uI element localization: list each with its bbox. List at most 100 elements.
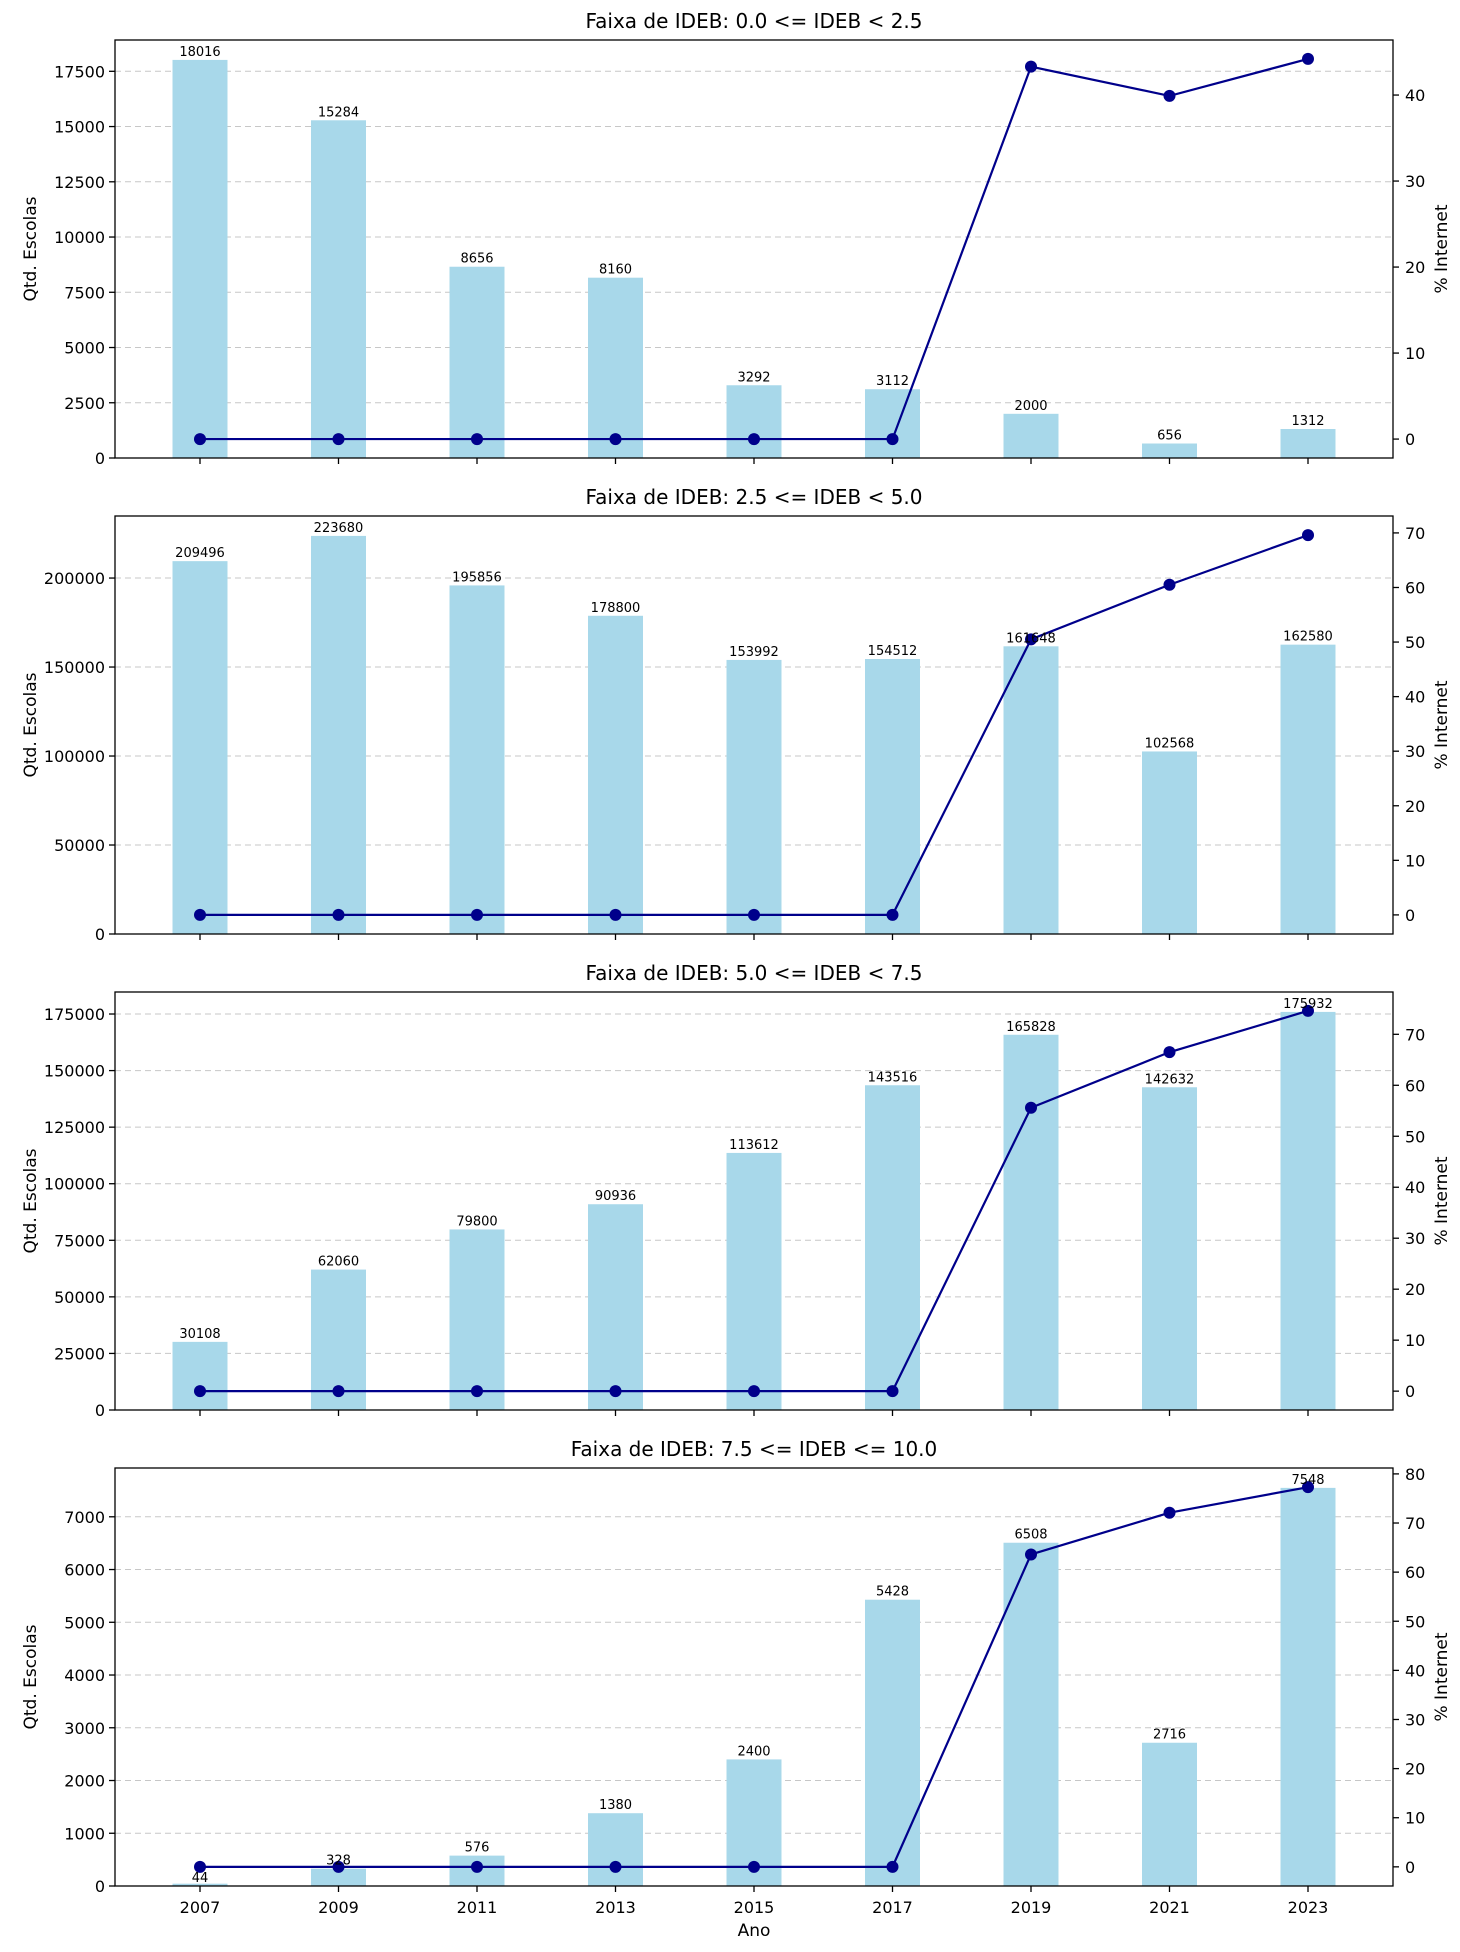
y-tick-label: 7500 [64,283,105,302]
panel-title: Faixa de IDEB: 0.0 <= IDEB < 2.5 [585,9,922,33]
bar-2009 [311,120,366,459]
bar-2017 [865,659,920,934]
internet-point-2013 [609,433,622,446]
chart-panel-4: 0 1000 2000 3000 4000 5000 6000 7000 0 10 20 30 40 50… [21,1437,1452,1941]
y2-tick-label: 40 [1405,1178,1425,1197]
data-label: 15284 [318,105,359,120]
y-tick-label: 10000 [54,228,105,247]
bar-2023 [1280,429,1336,458]
y-tick-label: 17500 [54,62,105,81]
y2-tick-label: 70 [1405,1514,1425,1533]
data-label: 162580 [1283,630,1333,645]
data-label: 8160 [599,263,632,278]
internet-point-2021 [1163,89,1176,102]
internet-point-2013 [609,1860,622,1873]
y-tick-label: 75000 [54,1231,105,1250]
data-label: 1380 [599,1798,632,1813]
y2-tick-label: 0 [1405,906,1415,925]
y-tick-label: 15000 [54,118,105,137]
data-label: 328 [326,1854,351,1869]
y2-tick-label: 0 [1405,1382,1415,1401]
internet-point-2013 [609,1385,622,1398]
y-axis-label: Qtd. Escolas [21,196,41,301]
y-axis-label: Qtd. Escolas [21,1624,41,1729]
internet-point-2019 [1025,60,1037,73]
bar-2017 [865,389,920,458]
y-tick-label: 0 [95,449,105,468]
data-label: 175932 [1283,997,1333,1012]
x-tick-label: 2011 [457,1898,498,1917]
internet-point-2021 [1163,578,1176,591]
internet-point-2011 [471,908,483,921]
internet-point-2007 [194,1860,206,1873]
bar-2019 [1003,1542,1059,1886]
internet-point-2023 [1302,1481,1314,1494]
data-label: 3292 [737,370,770,385]
bar-2019 [1003,1034,1059,1410]
bar-2007 [172,561,228,934]
x-tick-label: 2023 [1288,1898,1329,1917]
y-tick-label: 0 [95,1401,105,1420]
data-label: 161648 [1006,631,1056,646]
panel-title: Faixa de IDEB: 2.5 <= IDEB < 5.0 [585,485,922,509]
y-tick-label: 150000 [44,1062,105,1081]
data-label: 90936 [595,1189,636,1204]
y2-tick-label: 80 [1405,1465,1425,1484]
data-label: 178800 [591,601,641,616]
y2-tick-label: 60 [1405,578,1425,597]
internet-point-2017 [886,1860,899,1873]
data-label: 79800 [456,1214,497,1229]
data-label: 7548 [1291,1473,1324,1488]
data-label: 102568 [1145,736,1195,751]
data-label: 656 [1157,429,1182,444]
internet-point-2007 [194,1385,206,1398]
x-axis-label: Ano [738,1921,771,1941]
y2-axis-label: % Internet [1432,680,1452,769]
x-tick-label: 2015 [734,1898,775,1917]
bar-2017 [865,1599,920,1886]
y-tick-label: 125000 [44,1118,105,1137]
y-tick-label: 2000 [64,1772,105,1791]
internet-point-2019 [1025,1548,1037,1561]
bar-2023 [1280,644,1336,934]
internet-point-2021 [1163,1046,1176,1059]
y2-tick-label: 30 [1405,742,1425,761]
internet-point-2015 [748,1860,760,1873]
bar-2015 [726,1152,782,1410]
x-tick-label: 2007 [180,1898,221,1917]
internet-point-2023 [1302,1004,1314,1017]
data-label: 2716 [1153,1728,1186,1743]
y-tick-label: 5000 [64,1613,105,1632]
y-axis-label: Qtd. Escolas [21,672,41,777]
bar-2007 [172,59,228,459]
y2-tick-label: 60 [1405,1563,1425,1582]
bar-2009 [311,535,366,934]
bar-2023 [1280,1011,1336,1410]
internet-point-2009 [332,1385,345,1398]
y-tick-label: 7000 [64,1508,105,1527]
y-tick-label: 150000 [44,658,105,677]
bar-2007 [172,1883,228,1886]
bar-2017 [865,1085,920,1410]
internet-point-2015 [748,433,760,446]
internet-point-2007 [194,433,206,446]
bar-2021 [1142,1742,1197,1886]
y2-axis-label: % Internet [1432,204,1452,293]
chart-panel-2: 0 50000 100000 150000 200000 0 10 20 30 40 50 60 70 2… [21,485,1452,944]
y-tick-label: 2500 [64,394,105,413]
chart-panel-1: 0 2500 5000 7500 10000 12500 15000 17500 0 10 20 30… [21,9,1452,468]
plot-frame [114,1467,1394,1887]
y2-tick-label: 40 [1405,688,1425,707]
y2-tick-label: 30 [1405,1710,1425,1729]
y2-tick-label: 40 [1405,1661,1425,1680]
y-tick-label: 200000 [44,569,105,588]
internet-point-2013 [609,908,622,921]
data-label: 2000 [1014,399,1047,414]
internet-point-2011 [471,1860,483,1873]
data-label: 8656 [460,252,493,267]
y2-tick-label: 10 [1405,851,1425,870]
bar-2007 [172,1341,228,1410]
data-label: 154512 [868,644,918,659]
internet-point-2021 [1163,1506,1176,1519]
